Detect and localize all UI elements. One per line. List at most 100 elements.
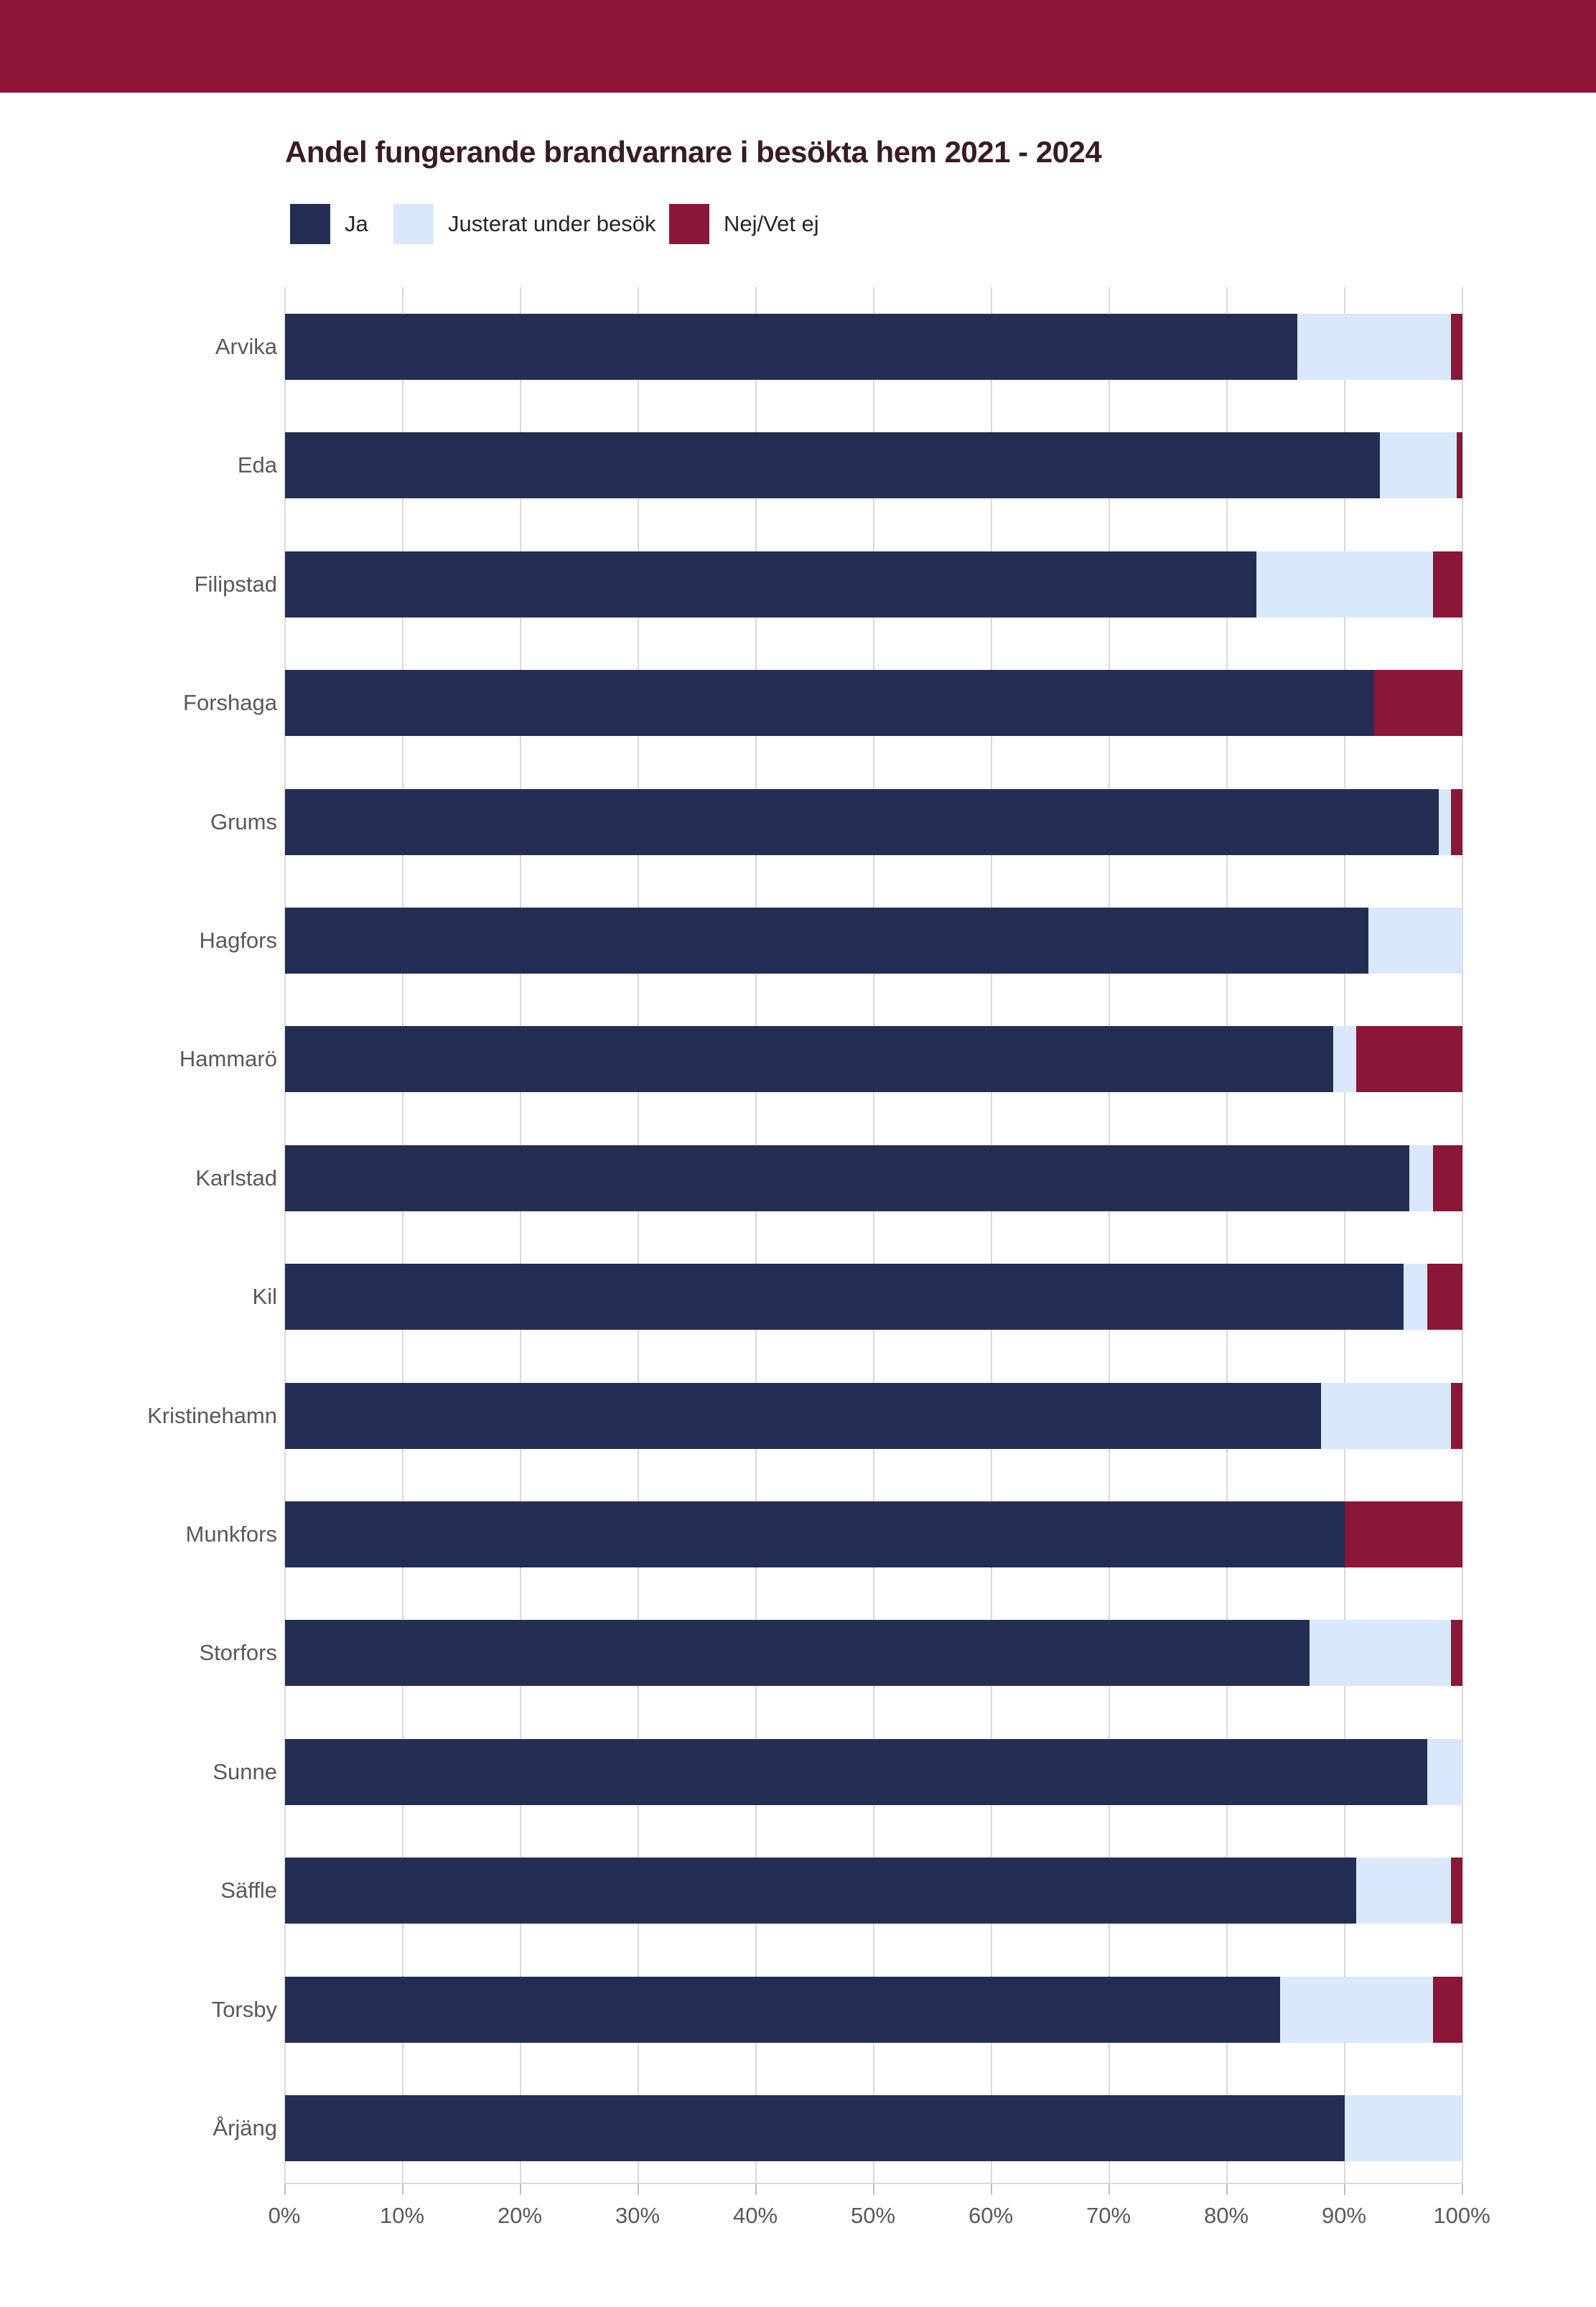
bar-segment-justerat-under-bes-k: [1409, 1145, 1433, 1211]
x-axis-label: 30%: [615, 2203, 661, 2228]
bar-segment-nej-vet-ej: [1433, 551, 1462, 617]
legend-swatch-ja: [290, 204, 330, 244]
category-label-grums: Grums: [210, 809, 277, 834]
bar-row-arvika: [285, 314, 1462, 380]
gridline-60%: [991, 287, 992, 2183]
x-axis-label: 0%: [268, 2203, 301, 2228]
category-label-hammar: Hammarö: [179, 1046, 277, 1071]
bar-segment-nej-vet-ej: [1457, 432, 1462, 498]
bar-row-torsby: [285, 1977, 1462, 2043]
category-label-munkfors: Munkfors: [185, 1521, 277, 1547]
axis-tick: [1109, 2183, 1110, 2195]
bar-segment-justerat-under-bes-k: [1427, 1739, 1462, 1805]
x-axis-label: 90%: [1321, 2203, 1367, 2228]
bar-segment-justerat-under-bes-k: [1439, 789, 1451, 855]
x-axis-label: 50%: [850, 2203, 896, 2228]
gridline-90%: [1344, 287, 1345, 2183]
category-label-torsby: Torsby: [211, 1997, 277, 2022]
bar-row-filipstad: [285, 551, 1462, 617]
bar-segment-ja: [285, 1145, 1409, 1211]
bar-segment-justerat-under-bes-k: [1333, 1026, 1356, 1092]
category-label-eda: Eda: [237, 452, 277, 477]
legend-swatch-justerat-under-bes-k: [393, 204, 434, 244]
axis-tick: [755, 2183, 757, 2195]
bar-segment-justerat-under-bes-k: [1280, 1977, 1433, 2043]
bar-row-eda: [285, 432, 1462, 498]
bar-segment-ja: [285, 908, 1368, 974]
legend-item-ja: Ja: [290, 204, 368, 244]
legend-label: Justerat under besök: [448, 211, 656, 236]
gridline-40%: [755, 287, 757, 2183]
bar-segment-ja: [285, 670, 1374, 736]
gridline-20%: [520, 287, 521, 2183]
bar-segment-justerat-under-bes-k: [1356, 1858, 1451, 1924]
bar-row-grums: [285, 789, 1462, 855]
bar-row-forshaga: [285, 670, 1462, 736]
legend-item-justerat-under-bes-k: Justerat under besök: [393, 204, 656, 244]
category-label-s-ffle: Säffle: [220, 1878, 277, 1903]
bar-segment-ja: [285, 789, 1439, 855]
x-axis-label: 60%: [968, 2203, 1014, 2228]
bar-row-s-ffle: [285, 1858, 1462, 1924]
bar-segment-justerat-under-bes-k: [1368, 908, 1462, 974]
axis-tick: [638, 2183, 639, 2195]
bar-segment-justerat-under-bes-k: [1321, 1383, 1451, 1449]
category-label-hagfors: Hagfors: [199, 928, 277, 953]
bar-segment-ja: [285, 1620, 1310, 1686]
bar-segment-ja: [285, 2095, 1345, 2161]
category-label-storfors: Storfors: [199, 1640, 277, 1665]
category-label-arvika: Arvika: [215, 334, 277, 359]
bar-segment-nej-vet-ej: [1433, 1145, 1462, 1211]
x-axis-line: [284, 2183, 1463, 2184]
axis-tick: [520, 2183, 521, 2195]
bar-segment-ja: [285, 1264, 1404, 1330]
gridline-30%: [638, 287, 639, 2183]
bar-segment-nej-vet-ej: [1451, 1858, 1462, 1924]
axis-tick: [1462, 2183, 1463, 2195]
category-label-filipstad: Filipstad: [194, 572, 277, 597]
bar-segment-ja: [285, 1501, 1345, 1567]
chart-title: Andel fungerande brandvarnare i besökta …: [285, 135, 1102, 169]
gridline-10%: [402, 287, 403, 2183]
bar-segment-nej-vet-ej: [1451, 1383, 1462, 1449]
axis-tick: [991, 2183, 992, 2195]
category-label-kil: Kil: [252, 1284, 277, 1309]
bar-row-rj-ng: [285, 2095, 1462, 2161]
bar-segment-nej-vet-ej: [1356, 1026, 1462, 1092]
bar-segment-nej-vet-ej: [1345, 1501, 1462, 1567]
x-axis-label: 100%: [1433, 2203, 1490, 2228]
gridline-50%: [873, 287, 874, 2183]
bar-segment-nej-vet-ej: [1451, 789, 1462, 855]
legend-swatch-nej-vet-ej: [669, 204, 709, 244]
legend-label: Ja: [345, 211, 368, 236]
bar-segment-justerat-under-bes-k: [1256, 551, 1433, 617]
x-axis-label: 20%: [497, 2203, 543, 2228]
category-label-kristinehamn: Kristinehamn: [147, 1403, 277, 1428]
x-axis-label: 70%: [1086, 2203, 1131, 2228]
legend-item-nej-vet-ej: Nej/Vet ej: [669, 204, 819, 244]
gridline-0%: [284, 287, 286, 2183]
bar-row-hagfors: [285, 908, 1462, 974]
category-label-karlstad: Karlstad: [195, 1165, 277, 1190]
bar-row-kristinehamn: [285, 1383, 1462, 1449]
bar-row-storfors: [285, 1620, 1462, 1686]
gridline-80%: [1226, 287, 1228, 2183]
bar-row-sunne: [285, 1739, 1462, 1805]
bar-segment-justerat-under-bes-k: [1345, 2095, 1462, 2161]
x-axis-label: 80%: [1203, 2203, 1249, 2228]
axis-tick: [873, 2183, 874, 2195]
bar-row-kil: [285, 1264, 1462, 1330]
category-label-forshaga: Forshaga: [183, 690, 277, 715]
bar-segment-ja: [285, 314, 1297, 380]
header-bar: [0, 0, 1596, 93]
gridline-70%: [1109, 287, 1110, 2183]
axis-tick: [402, 2183, 403, 2195]
bar-segment-ja: [285, 1739, 1427, 1805]
bar-segment-justerat-under-bes-k: [1310, 1620, 1451, 1686]
bar-segment-justerat-under-bes-k: [1297, 314, 1451, 380]
bar-segment-ja: [285, 1858, 1356, 1924]
bar-segment-nej-vet-ej: [1374, 670, 1462, 736]
bar-row-hammar: [285, 1026, 1462, 1092]
bar-segment-ja: [285, 1026, 1333, 1092]
